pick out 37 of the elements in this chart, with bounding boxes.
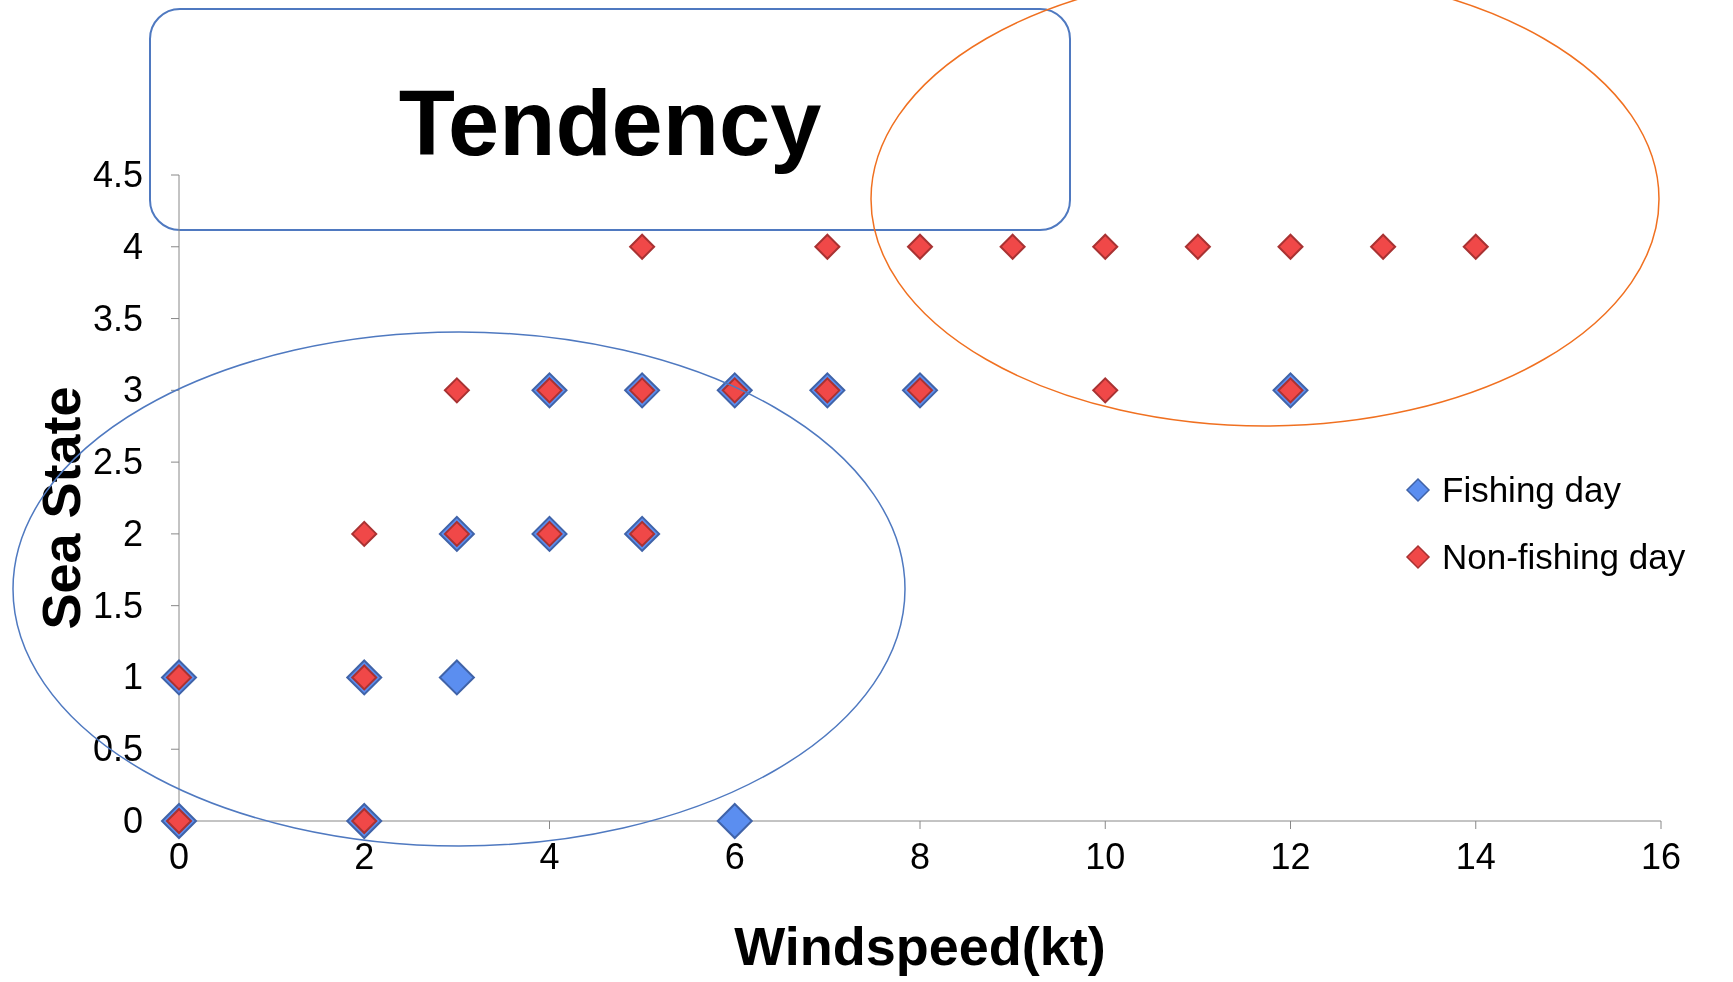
y-tick-label: 2	[122, 512, 143, 554]
x-axis-title: Windspeed(kt)	[734, 916, 1106, 976]
legend-label: Fishing day	[1442, 470, 1622, 509]
point	[1462, 233, 1489, 260]
x-tick-label: 2	[354, 836, 375, 877]
y-tick-label: 2.5	[92, 441, 143, 483]
point	[438, 659, 475, 696]
x-tick-label: 10	[1085, 836, 1126, 877]
point	[629, 233, 656, 260]
y-axis-title: Sea State	[31, 386, 91, 630]
point	[351, 520, 378, 547]
x-tick-label: 14	[1455, 836, 1496, 877]
point	[716, 803, 753, 839]
y-tick-label: 1.5	[92, 584, 143, 626]
point	[443, 377, 470, 404]
point	[1092, 377, 1119, 404]
x-tick-label: 6	[724, 836, 745, 877]
point	[999, 233, 1026, 260]
chart-title: Tendency	[398, 72, 822, 174]
y-tick-label: 3.5	[92, 297, 143, 339]
y-tick-label: 3	[122, 369, 143, 411]
x-tick-label: 0	[168, 836, 190, 877]
point	[1277, 233, 1304, 260]
point	[1092, 233, 1119, 260]
y-tick-label: 0	[122, 800, 143, 841]
point	[907, 233, 933, 260]
y-tick-label: 4	[122, 225, 143, 267]
x-tick-label: 8	[909, 836, 931, 877]
x-tick-label: 4	[539, 836, 560, 877]
y-tick-label: 4.5	[92, 154, 143, 195]
point	[1370, 233, 1397, 260]
legend-label: Non-fishing day	[1442, 537, 1686, 576]
y-tick-label: 1	[122, 656, 143, 698]
point	[814, 233, 841, 260]
point	[1184, 233, 1211, 260]
x-tick-label: 16	[1640, 836, 1682, 877]
x-tick-label: 12	[1270, 836, 1311, 877]
